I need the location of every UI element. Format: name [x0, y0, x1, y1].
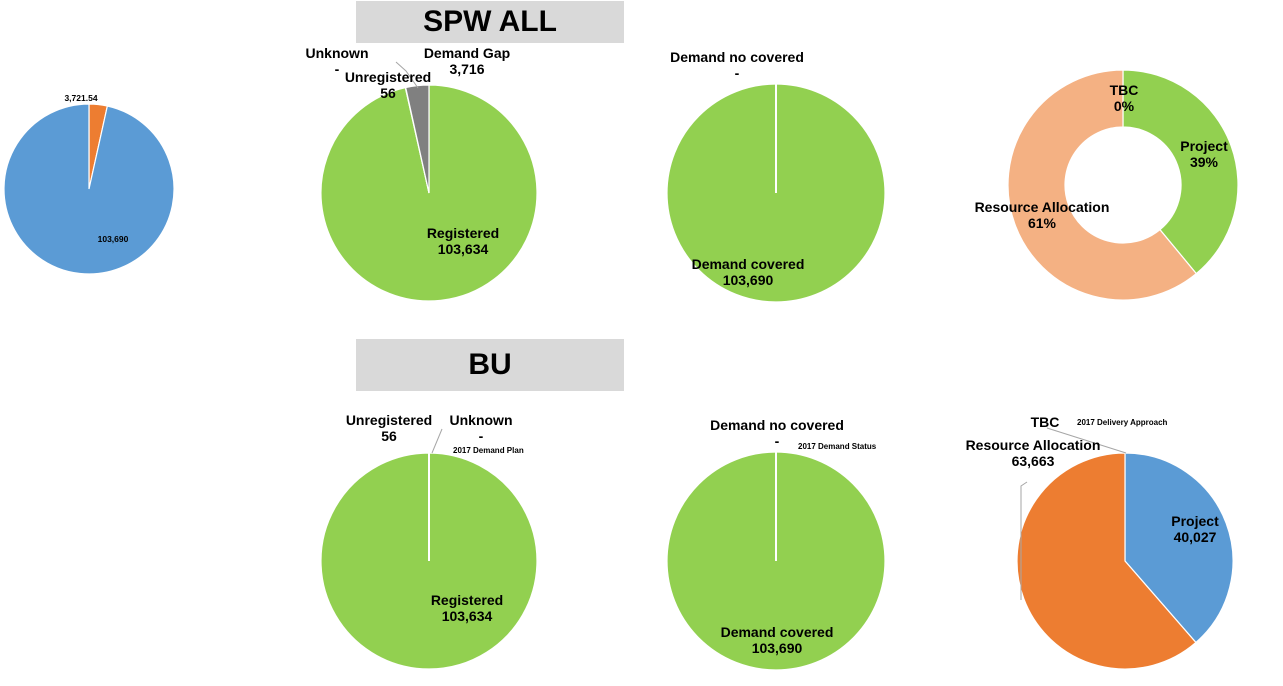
data-label: Registered 103,634 [431, 592, 503, 624]
data-label: Demand no covered - [670, 49, 804, 81]
data-label-name: Project [1180, 138, 1228, 154]
leader-line [1020, 481, 1028, 600]
data-label-name: Unknown [306, 45, 369, 61]
data-label: 103,690 [98, 234, 129, 244]
section-header-bu: BU [356, 339, 624, 391]
data-label: Resource Allocation 61% [975, 199, 1110, 231]
chart-spw-delivery-approach: Project 39% Resource Allocation 61% TBC 0% [975, 69, 1239, 301]
data-label: TBC 0% [1110, 82, 1139, 114]
chart-title: 2017 Delivery Approach [1077, 418, 1168, 427]
data-label-value: 39% [1190, 154, 1219, 170]
data-label-name: Demand no covered [670, 49, 804, 65]
data-label-value: - [735, 65, 740, 81]
slice-demand-gap [404, 84, 430, 194]
data-label: Demand covered 103,690 [721, 624, 834, 656]
data-label-value: - [335, 61, 340, 77]
data-label-value: 56 [381, 428, 397, 444]
data-label-name: Demand covered [721, 624, 834, 640]
data-label-name: Unregistered [345, 69, 431, 85]
data-label-name: Registered [427, 225, 499, 241]
section-header-spw-all: SPW ALL [356, 1, 624, 43]
chart-title: 2017 Demand Status [798, 442, 877, 451]
data-label-value: 103,690 [752, 640, 803, 656]
data-label-value: 63,663 [1012, 453, 1055, 469]
data-label-value: - [775, 433, 780, 449]
data-label: Demand covered 103,690 [692, 256, 805, 288]
data-label-name: Demand no covered [710, 417, 844, 433]
data-label: TBC [1031, 414, 1060, 430]
data-label-name: Project [1171, 513, 1219, 529]
data-label-value: 103,690 [723, 272, 774, 288]
data-label: Project 40,027 [1171, 513, 1219, 545]
data-label: Unregistered 56 [346, 412, 432, 444]
chart-small-pie: 103,690 3,721.54 [3, 93, 175, 275]
slice-resource-allocation [1007, 69, 1198, 301]
chart-spw-demand-status: Demand covered 103,690 Demand no covered - [666, 49, 886, 303]
data-label: Demand no covered - [710, 417, 844, 449]
data-label-value: - [479, 428, 484, 444]
leader-line [1046, 427, 1127, 454]
data-label-value: 103,690 [98, 234, 129, 244]
data-label-value: 40,027 [1174, 529, 1217, 545]
data-label-name: Unregistered [346, 412, 432, 428]
slice-project [1122, 69, 1239, 275]
data-label: 3,721.54 [64, 93, 97, 103]
chart-bu-demand-plan: 2017 Demand Plan Registered 103,634 Unregis… [320, 412, 538, 670]
data-label-name: Demand covered [692, 256, 805, 272]
data-label: Unknown - [306, 45, 369, 77]
data-label-value: 103,634 [442, 608, 493, 624]
data-label-name: Registered [431, 592, 503, 608]
data-label: Demand Gap 3,716 [424, 45, 510, 77]
data-label-value: 61% [1028, 215, 1057, 231]
slice-resource-allocation [1016, 452, 1197, 670]
data-label-value: 0% [1114, 98, 1135, 114]
data-label: Project 39% [1180, 138, 1228, 170]
chart-bu-delivery-approach: 2017 Delivery Approach Project 40,027 Resou… [966, 414, 1234, 670]
slice-value-0 [3, 103, 175, 275]
data-label-name: Demand Gap [424, 45, 510, 61]
data-label: Resource Allocation 63,663 [966, 437, 1101, 469]
data-label-name: Unknown [450, 412, 513, 428]
data-label-value: 3,721.54 [64, 93, 97, 103]
data-label-name: TBC [1031, 414, 1060, 430]
data-label-value: 56 [380, 85, 396, 101]
data-label: Registered 103,634 [427, 225, 499, 257]
data-label-name: Resource Allocation [975, 199, 1110, 215]
data-label-value: 103,634 [438, 241, 489, 257]
chart-title: 2017 Demand Plan [453, 446, 524, 455]
leader-line [431, 428, 443, 454]
data-label: Unregistered 56 [345, 69, 431, 101]
data-label-name: Resource Allocation [966, 437, 1101, 453]
slice-project [1124, 452, 1234, 644]
data-label: Unknown - [450, 412, 513, 444]
leader-line [395, 61, 419, 89]
data-label-value: 3,716 [449, 61, 484, 77]
data-label-name: TBC [1110, 82, 1139, 98]
